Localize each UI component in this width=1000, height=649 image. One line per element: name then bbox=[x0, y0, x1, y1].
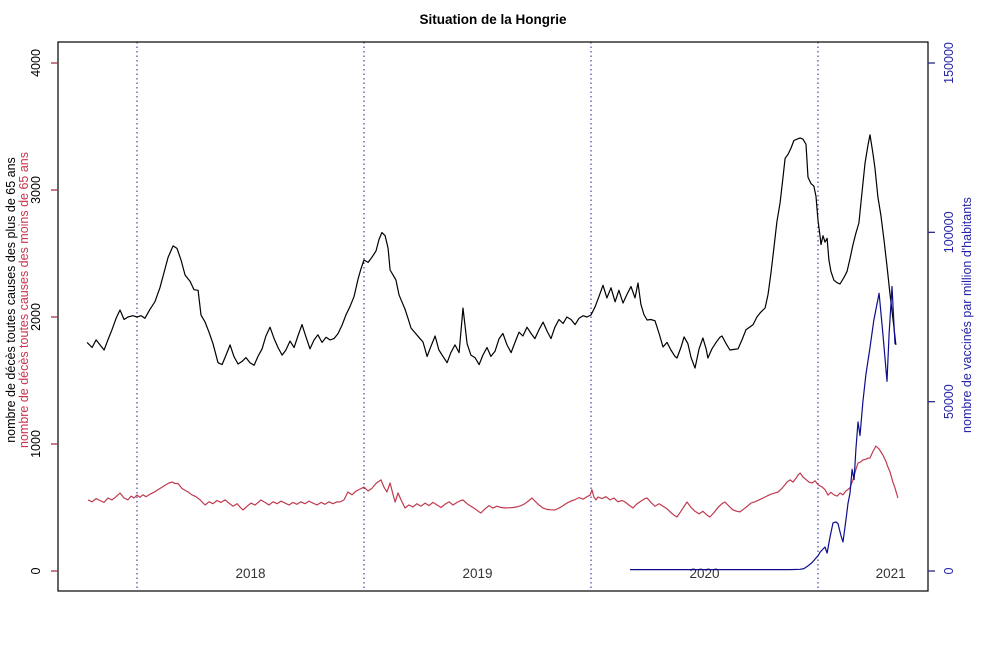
axis-ticks bbox=[51, 62, 935, 572]
year-label-2018: 2018 bbox=[235, 566, 265, 581]
year-label-2020: 2020 bbox=[689, 566, 719, 581]
series-vaccines_par_million bbox=[630, 285, 896, 571]
right-tick-label-150000: 150000 bbox=[942, 42, 956, 84]
left-axis-label-line2: nombre de décès toutes causes des moins … bbox=[17, 152, 31, 448]
left-tick-label-1000: 1000 bbox=[29, 430, 43, 458]
left-tick-label-3000: 3000 bbox=[29, 176, 43, 204]
year-label-2019: 2019 bbox=[462, 566, 492, 581]
right-tick-label-100000: 100000 bbox=[942, 211, 956, 253]
right-tick-label-0: 0 bbox=[942, 567, 956, 574]
year-gridlines bbox=[136, 42, 819, 591]
left-tick-label-4000: 4000 bbox=[29, 49, 43, 77]
chart-title: Situation de la Hongrie bbox=[419, 12, 567, 27]
right-axis-label: nombre de vaccinés par million d'habitan… bbox=[960, 197, 974, 433]
series-deces_moins_65_ans bbox=[87, 445, 899, 518]
year-label-2021: 2021 bbox=[876, 566, 906, 581]
left-axis-label-line1: nombre de décès toutes causes des plus d… bbox=[4, 157, 18, 443]
left-tick-label-0: 0 bbox=[29, 567, 43, 574]
left-tick-label-2000: 2000 bbox=[29, 303, 43, 331]
series-deces_plus_65_ans bbox=[86, 134, 897, 369]
series-lines bbox=[86, 134, 899, 571]
right-tick-label-50000: 50000 bbox=[942, 384, 956, 419]
axis-tick-labels: 0 1000 2000 3000 4000 0 50000 100000 150000 bbox=[29, 42, 956, 574]
